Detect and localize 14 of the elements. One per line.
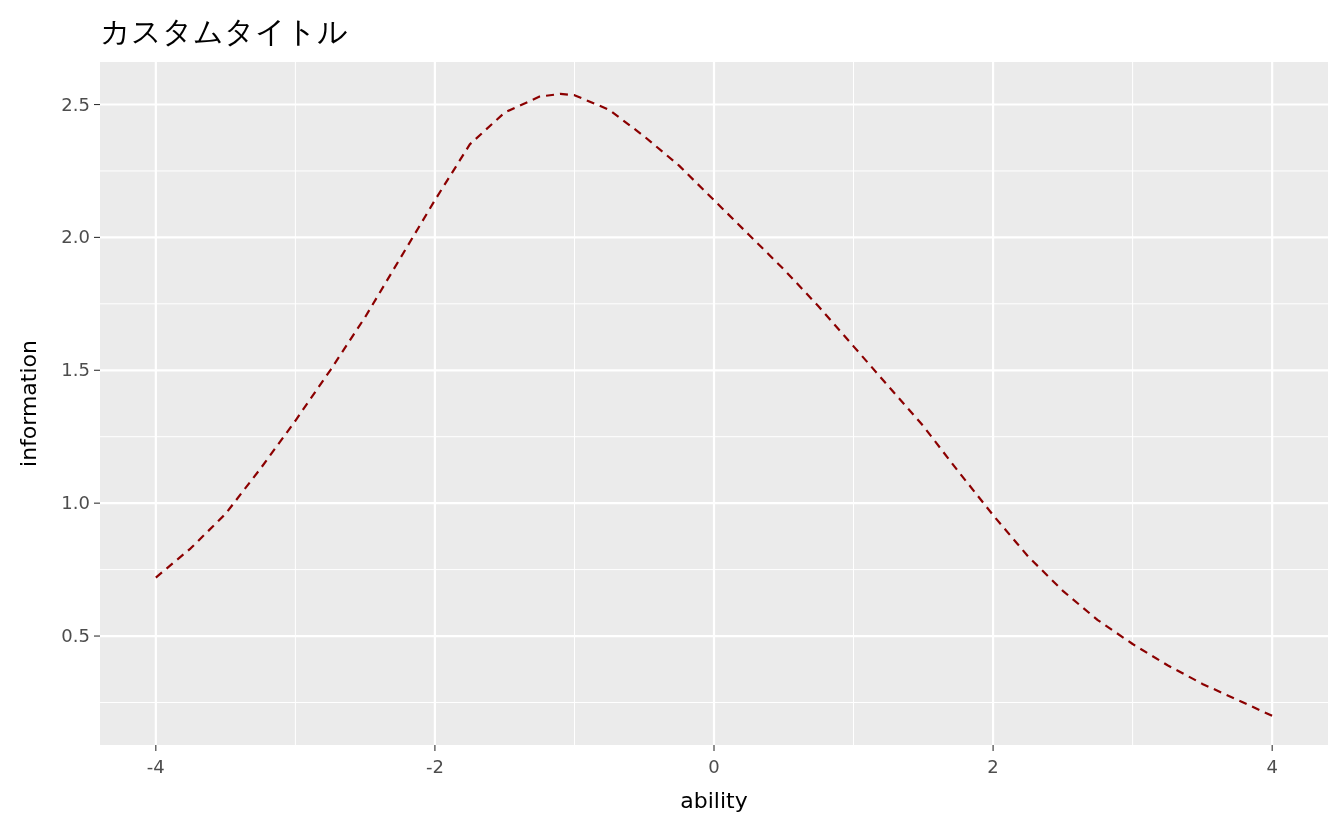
line-series [154, 92, 1274, 717]
x-tick-label: 2 [987, 756, 999, 777]
x-tick-label: -2 [425, 756, 444, 777]
chart-title: カスタムタイトル [100, 14, 348, 49]
y-tick-label: 1.0 [61, 492, 90, 514]
x-tick-label: -4 [146, 756, 165, 777]
x-tick-label: 0 [708, 756, 720, 777]
x-axis-title: ability [680, 788, 748, 813]
y-tick-label: 1.5 [61, 359, 90, 381]
y-tick-label: 2.5 [61, 93, 90, 115]
y-tick-label: 0.5 [61, 625, 90, 647]
y-tick-label: 2.0 [61, 226, 90, 248]
y-axis-title: information [16, 340, 41, 467]
x-tick-label: 4 [1266, 756, 1278, 777]
